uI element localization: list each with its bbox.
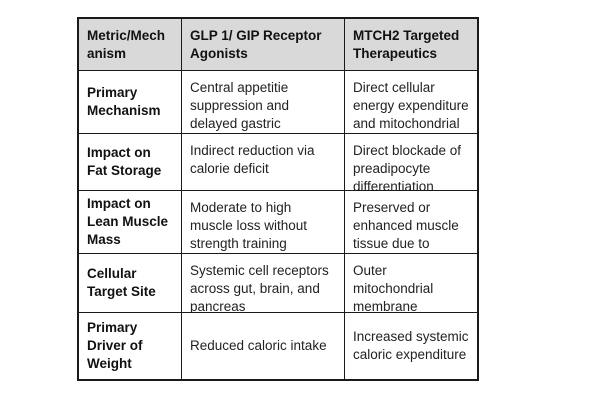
row-label-text: Primary Driver of Weight	[87, 320, 143, 371]
cell-mtch2-fat-storage: Direct blockade of preadipocyte differen…	[345, 134, 477, 191]
row-label-target-site: Cellular Target Site	[79, 254, 182, 313]
cell-mtch2-target-site: Outer mitochondrial membrane proteins	[345, 254, 477, 313]
cell-glp-lean-muscle: Moderate to high muscle loss without str…	[182, 191, 345, 254]
row-label-driver-of-weight: Primary Driver of Weight	[79, 313, 182, 379]
cell-glp-fat-storage: Indirect reduction via calorie deficit	[182, 134, 345, 191]
row-label-primary-mechanism: Primary Mechanism	[79, 71, 182, 134]
row-label-lean-muscle: Impact on Lean Muscle Mass	[79, 191, 182, 254]
cell-text: Reduced caloric intake	[190, 338, 327, 353]
cell-mtch2-lean-muscle: Preserved or enhanced muscle tissue due …	[345, 191, 477, 254]
row-label-text: Primary Mechanism	[87, 85, 161, 118]
cell-mtch2-primary-mechanism: Direct cellular energy expenditure and m…	[345, 71, 477, 134]
row-label-text: Cellular Target Site	[87, 266, 156, 299]
cell-glp-primary-mechanism: Central appetitie suppression and delaye…	[182, 71, 345, 134]
header-glp1-gip: GLP 1/ GIP Receptor Agonists	[182, 19, 345, 71]
cell-glp-target-site: Systemic cell receptors across gut, brai…	[182, 254, 345, 313]
header-metric: Metric/Mech anism	[79, 19, 182, 71]
comparison-table: Metric/Mech anism GLP 1/ GIP Receptor Ag…	[77, 17, 479, 381]
cell-mtch2-driver-of-weight: Increased systemic caloric expenditure	[345, 313, 477, 379]
row-label-fat-storage: Impact on Fat Storage	[79, 134, 182, 191]
row-label-text: Impact on Lean Muscle Mass	[87, 196, 169, 247]
cell-text: Increased systemic caloric expenditure	[353, 329, 469, 362]
cell-glp-driver-of-weight: Reduced caloric intake	[182, 313, 345, 379]
header-mtch2: MTCH2 Targeted Therapeutics	[345, 19, 477, 71]
row-label-text: Impact on Fat Storage	[87, 145, 162, 178]
